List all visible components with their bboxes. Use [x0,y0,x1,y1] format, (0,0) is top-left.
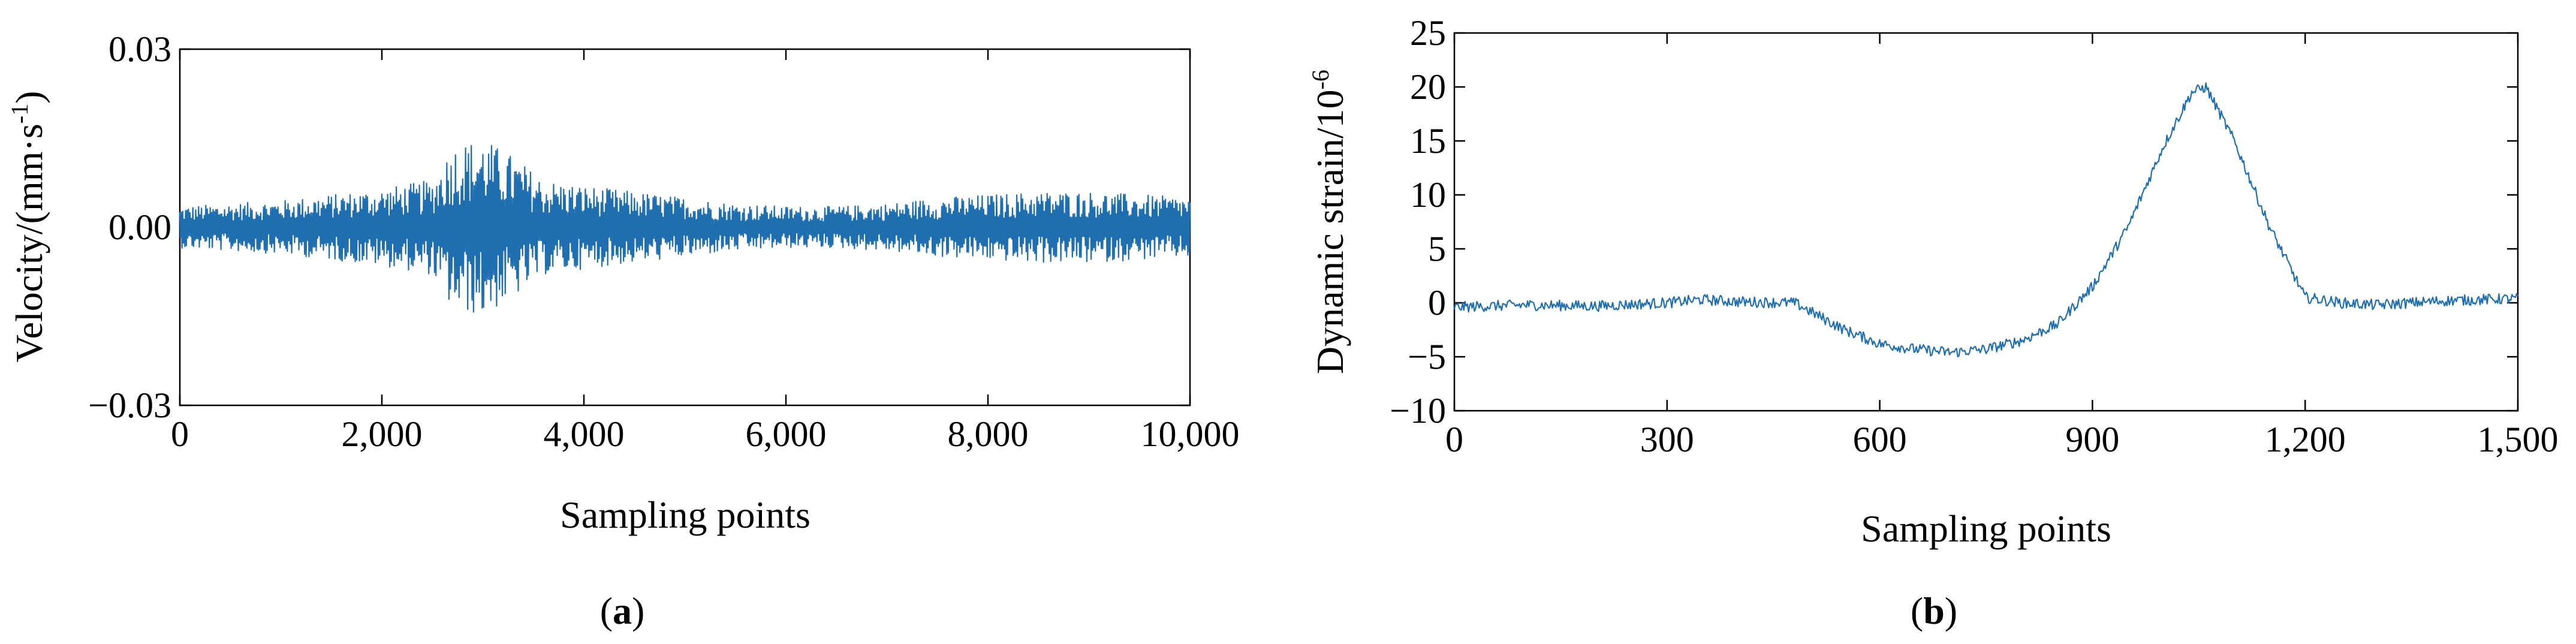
series-line [1453,82,2518,357]
chart-panel-a: −0.03 0.00 0.03 0 2,000 4,000 6,000 8,000 10,000… [6,29,1240,536]
x-tick-label: 1,200 [2265,420,2346,459]
plot-frame [1453,32,2519,412]
x-tick-label: 900 [2065,420,2119,459]
x-axis-title: Sampling points [560,493,811,536]
x-tick-label: 4,000 [544,414,625,454]
y-tick-label: 10 [1410,175,1446,215]
x-axis-title: Sampling points [1861,507,2111,550]
panel-caption-a: (a) [600,589,645,632]
x-tick-label: 1,500 [2478,420,2559,459]
x-tick-label: 6,000 [746,414,827,454]
y-axis-title: Velocity/(mm·s-1) [6,91,50,363]
y-axis-title: Dynamic strain/10-6 [1307,70,1351,374]
y-tick-label: 5 [1428,229,1446,269]
chart-panel-b: −10 −5 0 5 10 15 20 25 0 300 600 900 1,200 1,500 Sampl… [1307,13,2559,550]
x-tick-label: 2,000 [342,414,423,454]
x-tick-label: 10,000 [1141,414,1240,454]
series-line [179,145,1191,313]
x-tick-label: 600 [1853,420,1907,459]
y-tick-label: 0.03 [109,29,171,69]
panel-caption-b: (b) [1911,589,1957,632]
y-tick-label: −5 [1408,337,1446,377]
y-tick-label: 25 [1410,13,1446,53]
x-tick-label: 300 [1640,420,1694,459]
y-tick-label: 0 [1428,283,1446,323]
y-axis-title-superscript: -1 [6,104,33,124]
y-tick-label: −0.03 [88,386,171,425]
y-axis-title-superscript: -6 [1307,70,1334,89]
y-tick-label: −10 [1390,391,1446,431]
y-axis-title-main: Velocity/(mm·s [8,124,50,362]
y-tick-label: 15 [1410,121,1446,161]
x-tick-label: 0 [171,414,189,454]
y-axis-title-main: Dynamic strain/10 [1309,89,1351,374]
y-axis-title-end: ) [8,91,50,104]
y-tick-label: 20 [1410,67,1446,107]
x-tick-label: 0 [1445,420,1463,459]
y-tick-label: 0.00 [109,207,171,247]
x-tick-label: 8,000 [948,414,1029,454]
